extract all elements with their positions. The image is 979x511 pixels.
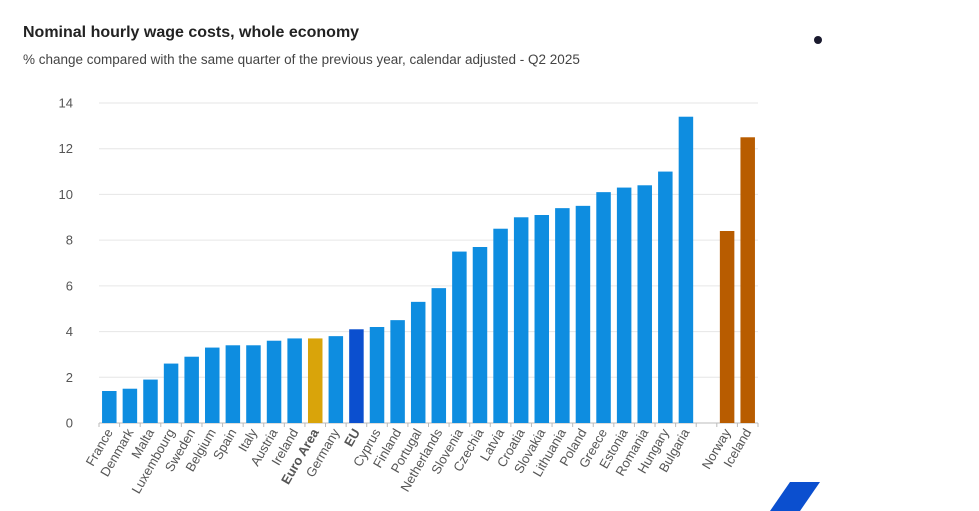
bar-spain[interactable] <box>225 345 241 423</box>
bar-iceland[interactable] <box>740 137 755 424</box>
brand-logo-stripe-icon <box>770 482 820 511</box>
bar-malta[interactable] <box>143 379 158 423</box>
y-tick-label: 0 <box>66 416 73 431</box>
bar-sweden[interactable] <box>184 356 199 423</box>
y-tick-label: 8 <box>66 233 73 248</box>
menu-dot-icon[interactable] <box>814 36 822 44</box>
bar-finland[interactable] <box>390 320 405 423</box>
bar-euro-area[interactable] <box>307 338 323 423</box>
bar-portugal[interactable] <box>410 301 426 423</box>
bar-hungary[interactable] <box>658 171 673 423</box>
bar-france[interactable] <box>102 391 117 423</box>
bar-norway[interactable] <box>719 231 735 423</box>
y-tick-label: 10 <box>59 187 73 202</box>
chart-subtitle: % change compared with the same quarter … <box>23 52 580 67</box>
bar-eu[interactable] <box>349 329 364 423</box>
bar-ireland[interactable] <box>287 338 302 423</box>
bar-romania[interactable] <box>637 185 652 423</box>
bar-poland[interactable] <box>575 205 591 423</box>
bar-czechia[interactable] <box>472 247 488 423</box>
bar-luxembourg[interactable] <box>163 363 179 423</box>
bar-denmark[interactable] <box>122 388 138 423</box>
x-axis-labels: FranceDenmarkMaltaLuxembourgSwedenBelgiu… <box>83 425 755 496</box>
y-tick-label: 2 <box>66 370 73 385</box>
bar-croatia[interactable] <box>513 217 529 423</box>
bar-slovenia[interactable] <box>452 251 467 423</box>
y-axis-ticks: 0 2 4 6 8 10 12 14 <box>59 96 73 431</box>
bars <box>102 116 755 424</box>
bar-lithuania[interactable] <box>555 208 570 423</box>
bar-estonia[interactable] <box>616 187 632 423</box>
y-tick-label: 4 <box>66 324 73 339</box>
bar-greece[interactable] <box>596 192 611 423</box>
bar-italy[interactable] <box>246 345 261 423</box>
bar-germany[interactable] <box>328 336 344 423</box>
bar-latvia[interactable] <box>493 228 508 423</box>
bar-austria[interactable] <box>266 340 282 423</box>
y-tick-label: 14 <box>59 96 73 111</box>
bar-belgium[interactable] <box>205 347 220 423</box>
y-tick-label: 12 <box>59 141 73 156</box>
chart-title: Nominal hourly wage costs, whole economy <box>23 24 360 41</box>
y-tick-label: 6 <box>66 278 73 293</box>
bar-slovakia[interactable] <box>534 215 550 423</box>
bar-bulgaria[interactable] <box>678 116 694 423</box>
bar-netherlands[interactable] <box>431 288 447 423</box>
bar-cyprus[interactable] <box>369 327 385 423</box>
